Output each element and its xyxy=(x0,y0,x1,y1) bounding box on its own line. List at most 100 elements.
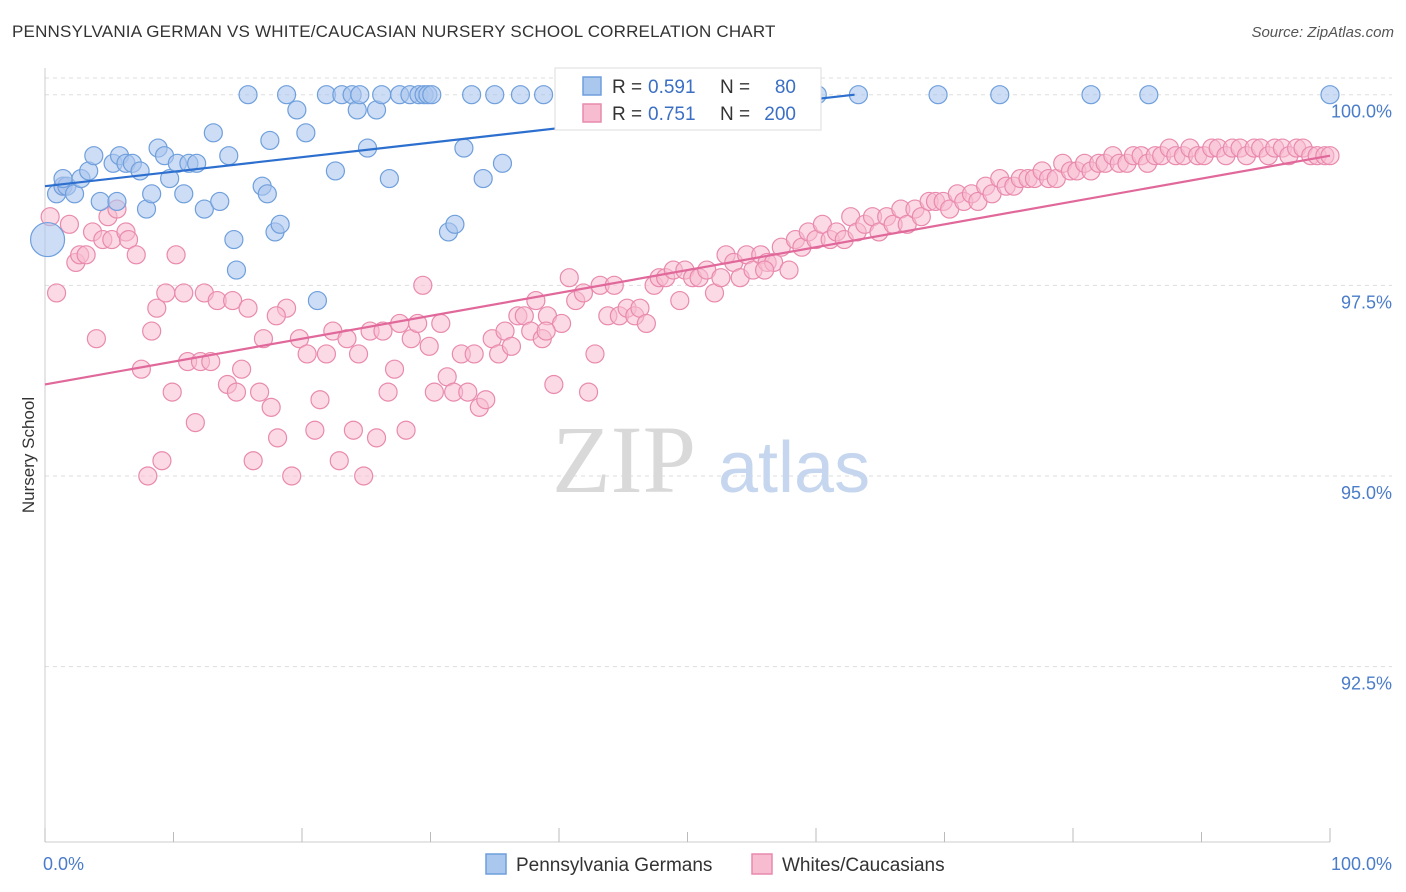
data-point-pennsylvania xyxy=(270,214,290,234)
data-point-whites xyxy=(316,344,337,364)
data-point-whites xyxy=(142,321,162,341)
legend-swatch-pink xyxy=(582,103,602,123)
data-point-whites xyxy=(174,283,194,303)
data-point-whites xyxy=(261,397,281,417)
data-point-whites xyxy=(267,428,288,448)
data-point-pennsylvania xyxy=(142,184,162,204)
data-point-pennsylvania xyxy=(492,153,513,173)
chart-title: PENNSYLVANIA GERMAN VS WHITE/CAUCASIAN N… xyxy=(12,22,776,41)
data-point-pennsylvania xyxy=(1081,85,1101,105)
data-point-pennsylvania xyxy=(203,123,223,143)
data-point-whites xyxy=(413,275,433,295)
data-point-whites xyxy=(464,344,484,364)
data-point-whites xyxy=(754,260,775,280)
data-point-whites xyxy=(126,245,146,265)
data-point-whites xyxy=(226,382,247,402)
data-point-pennsylvania xyxy=(84,146,104,166)
data-point-whites xyxy=(578,382,599,402)
data-point-whites xyxy=(232,359,252,379)
legend-r-value-pink: 0.751 xyxy=(648,104,696,125)
data-point-whites xyxy=(711,268,731,288)
data-point-whites xyxy=(536,321,556,341)
legend-n-label-pink: N = xyxy=(720,104,750,125)
data-point-pennsylvania xyxy=(990,85,1010,105)
data-point-whites xyxy=(243,451,263,471)
data-point-whites xyxy=(419,336,439,356)
data-point-whites xyxy=(526,290,546,311)
data-point-whites xyxy=(373,321,393,341)
x-tick-labels: 0.0% 100.0% xyxy=(43,854,1392,874)
data-point-whites xyxy=(424,382,444,402)
legend-n-label-blue: N = xyxy=(720,77,750,98)
data-point-whites xyxy=(162,382,182,402)
data-point-whites xyxy=(138,466,158,486)
data-point-whites xyxy=(378,382,398,402)
data-point-whites xyxy=(476,390,496,410)
stats-legend: R = 0.591 N = 80 R = 0.751 N = 200 xyxy=(554,67,822,131)
data-point-pennsylvania xyxy=(287,100,307,120)
data-point-whites xyxy=(670,290,690,311)
bottom-legend-swatch-pink xyxy=(751,853,773,875)
bottom-legend-swatch-blue xyxy=(485,853,507,875)
data-point-whites xyxy=(636,313,656,334)
data-point-pennsylvania xyxy=(454,138,474,158)
data-point-pennsylvania xyxy=(1139,85,1159,105)
legend-r-label-blue: R = xyxy=(612,77,642,98)
data-point-whites xyxy=(166,245,186,265)
bottom-legend-label-blue: Pennsylvania Germans xyxy=(516,855,712,876)
data-point-pennsylvania xyxy=(533,85,554,105)
legend-n-value-blue: 80 xyxy=(775,77,796,98)
data-point-pennsylvania xyxy=(422,85,442,105)
data-point-pennsylvania xyxy=(90,191,110,212)
axes xyxy=(44,68,1331,843)
data-point-whites xyxy=(329,451,349,471)
data-point-pennsylvania xyxy=(238,85,258,105)
data-point-whites xyxy=(238,298,258,318)
data-point-pennsylvania xyxy=(485,85,505,105)
data-point-pennsylvania xyxy=(307,290,328,311)
data-point-whites xyxy=(343,420,363,440)
data-point-whites xyxy=(911,207,931,227)
data-point-whites xyxy=(366,428,387,448)
y-tick-label: 97.5% xyxy=(1341,292,1392,312)
data-point-whites xyxy=(201,351,221,372)
data-point-whites xyxy=(59,214,80,234)
data-point-pennsylvania xyxy=(260,130,280,151)
trend-line-whites xyxy=(44,154,1331,386)
watermark-zip: ZIP xyxy=(552,406,696,513)
data-point-whites xyxy=(310,390,330,410)
data-point-pennsylvania xyxy=(325,161,346,181)
data-point-whites xyxy=(86,329,107,349)
data-point-whites xyxy=(118,229,139,250)
x-tick-label: 0.0% xyxy=(43,854,84,874)
data-point-pennsylvania xyxy=(473,168,493,189)
series-legend: Pennsylvania Germans Whites/Caucasians xyxy=(485,853,945,876)
data-point-whites xyxy=(282,466,302,486)
data-point-whites xyxy=(249,382,270,402)
data-point-whites xyxy=(348,344,369,364)
data-point-whites xyxy=(223,290,243,311)
data-point-whites xyxy=(185,412,205,433)
y-axis-title: Nursery School xyxy=(19,397,38,513)
data-point-whites xyxy=(354,466,374,486)
data-point-whites xyxy=(396,420,416,440)
data-point-whites xyxy=(253,329,274,349)
legend-r-value-blue: 0.591 xyxy=(648,77,696,98)
data-point-pennsylvania xyxy=(257,184,277,204)
data-point-pennsylvania xyxy=(1320,85,1340,105)
data-point-pennsylvania xyxy=(226,260,247,280)
data-point-pennsylvania xyxy=(510,85,531,105)
data-point-whites xyxy=(152,451,172,471)
data-point-pennsylvania xyxy=(29,221,66,258)
y-tick-labels: 92.5% 95.0% 97.5% 100.0% xyxy=(1331,102,1392,694)
data-point-pennsylvania xyxy=(219,146,239,166)
data-point-pennsylvania xyxy=(210,191,230,212)
data-point-whites xyxy=(384,359,405,379)
data-point-whites xyxy=(147,298,167,318)
data-point-pennsylvania xyxy=(296,123,316,143)
source-label: Source: ZipAtlas.com xyxy=(1251,24,1394,41)
data-point-pennsylvania xyxy=(928,85,948,105)
data-point-pennsylvania xyxy=(194,199,214,219)
legend-swatch-blue xyxy=(582,76,602,96)
